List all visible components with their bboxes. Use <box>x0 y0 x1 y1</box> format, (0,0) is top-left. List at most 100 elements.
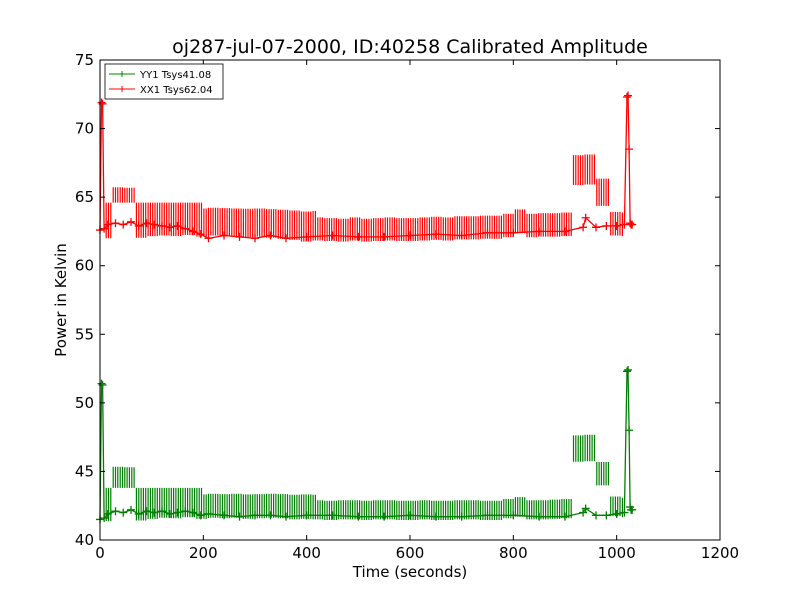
data-point <box>158 507 166 516</box>
series-band <box>105 154 623 242</box>
data-point <box>204 234 213 243</box>
data-point <box>189 508 197 517</box>
data-point <box>97 98 106 107</box>
data-point <box>328 511 337 520</box>
data-point <box>158 221 166 230</box>
data-point <box>196 511 205 520</box>
data-point <box>220 231 228 240</box>
data-point <box>181 507 190 516</box>
legend-entry-xx1: XX1 Tsys62.04 <box>109 85 213 96</box>
legend-box <box>104 63 224 100</box>
data-point <box>483 511 492 520</box>
data-point <box>624 365 633 374</box>
series-line <box>99 93 633 239</box>
data-point <box>620 220 629 229</box>
data-point <box>380 232 389 241</box>
data-point <box>620 508 629 517</box>
data-point <box>628 505 637 514</box>
x-tick-label: 800 <box>499 544 528 562</box>
data-point <box>535 227 544 236</box>
data-point <box>457 231 466 240</box>
y-tick-label: 70 <box>75 120 94 138</box>
data-point <box>602 511 611 520</box>
data-point <box>251 511 259 520</box>
data-point <box>165 223 174 232</box>
data-point <box>581 213 590 222</box>
data-point <box>302 511 311 520</box>
data-point <box>431 230 440 239</box>
series-xx1 <box>96 91 637 243</box>
data-point <box>103 509 112 518</box>
data-point <box>142 507 151 516</box>
data-point <box>592 223 600 232</box>
data-point <box>173 221 182 230</box>
data-point <box>509 228 518 237</box>
series-layer <box>96 91 637 524</box>
data-point <box>196 230 205 239</box>
data-point <box>380 512 389 521</box>
data-point <box>602 221 611 230</box>
legend: YY1 Tsys41.08 XX1 Tsys62.04 <box>104 63 224 100</box>
data-point <box>406 511 414 520</box>
data-point <box>251 234 259 243</box>
plot-area <box>100 60 720 540</box>
data-point <box>134 221 143 230</box>
x-tick-label: 200 <box>189 544 218 562</box>
data-point <box>103 220 112 229</box>
data-point <box>354 232 363 241</box>
x-tick-label: 1000 <box>598 544 636 562</box>
data-point <box>119 220 128 229</box>
data-point <box>561 227 569 236</box>
data-point <box>623 93 631 102</box>
data-point <box>150 220 159 229</box>
data-point <box>483 228 492 237</box>
legend-entry-yy1: YY1 Tsys41.08 <box>109 70 211 81</box>
y-tick-label: 75 <box>75 51 94 69</box>
data-point <box>612 509 621 518</box>
data-point <box>266 231 275 240</box>
data-point <box>457 512 466 521</box>
legend-label-xx1: XX1 Tsys62.04 <box>140 85 213 96</box>
x-axis-title: Time (seconds) <box>352 563 468 581</box>
data-point <box>431 512 440 521</box>
data-point <box>173 508 182 517</box>
data-point <box>282 234 290 243</box>
data-point <box>579 223 588 232</box>
series-line <box>99 367 633 520</box>
y-tick-label: 45 <box>75 462 94 480</box>
series-yy1 <box>96 365 637 524</box>
data-point <box>623 367 631 376</box>
data-point <box>579 508 588 517</box>
data-point <box>625 145 634 154</box>
data-point <box>509 511 518 520</box>
legend-marker-yy1 <box>119 71 125 77</box>
y-axis-title: Power in Kelvin <box>52 243 70 357</box>
data-point <box>142 219 151 228</box>
data-point <box>235 512 244 521</box>
data-point <box>628 220 637 229</box>
x-tick-label: 600 <box>396 544 425 562</box>
data-point <box>111 507 120 516</box>
data-point <box>127 505 135 514</box>
data-point <box>282 512 290 521</box>
ticks-layer: 0 200 400 600 800 1000 1200 40 45 50 55 60 65 70 75 <box>75 51 739 562</box>
data-point <box>181 224 190 233</box>
data-point <box>302 232 311 241</box>
data-point <box>189 227 197 236</box>
data-point <box>624 91 633 100</box>
data-point <box>235 232 244 241</box>
data-point <box>204 509 213 518</box>
data-point <box>111 219 120 228</box>
legend-marker-xx1 <box>119 86 125 92</box>
x-tick-label: 0 <box>95 544 105 562</box>
data-point <box>266 511 275 520</box>
data-point <box>592 511 600 520</box>
x-tick-label: 1200 <box>701 544 739 562</box>
data-point <box>328 231 337 240</box>
series-band <box>105 434 623 522</box>
data-point <box>581 504 590 513</box>
data-point <box>625 426 634 435</box>
x-tick-label: 400 <box>292 544 321 562</box>
y-tick-label: 40 <box>75 531 94 549</box>
